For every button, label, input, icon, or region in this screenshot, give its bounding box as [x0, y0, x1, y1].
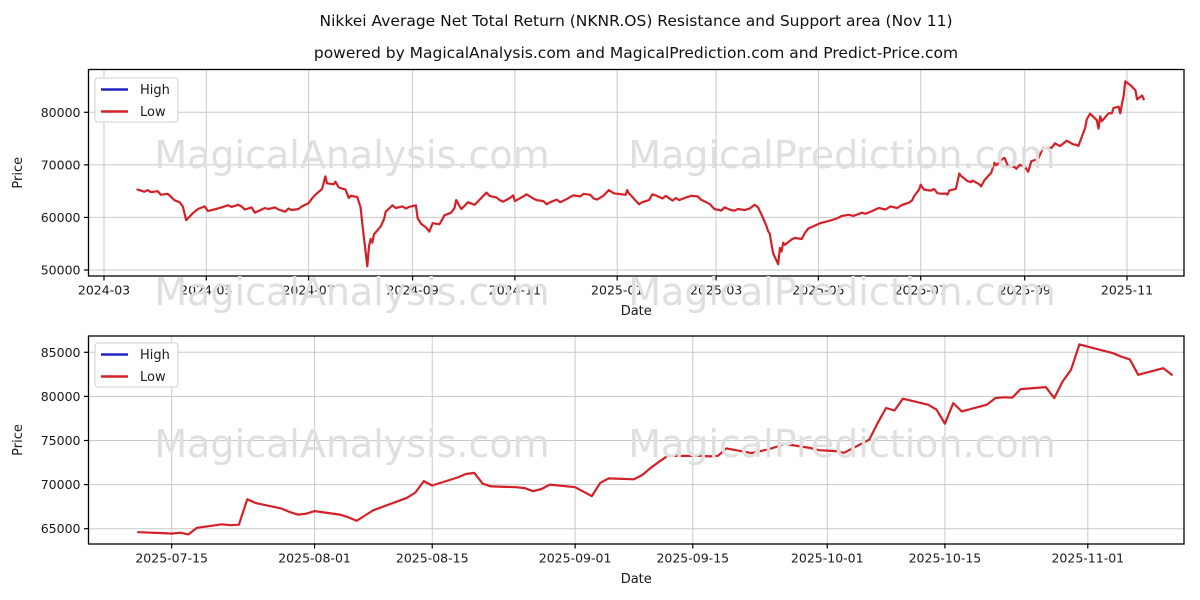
watermark-text: MagicalPrediction.com: [628, 422, 1056, 466]
x-tick-label: 2025-03: [690, 283, 742, 298]
y-tick-label: 50000: [41, 263, 81, 278]
y-tick-label: 75000: [41, 433, 81, 448]
watermark-text: MagicalAnalysis.com: [154, 422, 549, 466]
y-tick-label: 65000: [41, 521, 81, 536]
watermark-text: MagicalAnalysis.com: [154, 133, 549, 177]
chart-title: Nikkei Average Net Total Return (NKNR.OS…: [319, 12, 953, 30]
bottom-price-chart: 2025-07-15 2025-08-01 2025-08-15 2025-09-01…: [11, 335, 1185, 587]
legend-high-label: High: [140, 83, 170, 98]
top-price-chart: 2024-03 2024-05 2024-07 2024-09 2024-11 2025-…: [11, 68, 1185, 319]
x-tick-label: 2024-07: [282, 283, 334, 298]
x-tick-label: 2025-09: [999, 283, 1051, 298]
x-tick-label: 2025-10-15: [909, 551, 982, 566]
legend: High Low: [94, 77, 179, 123]
x-tick-label: 2024-03: [78, 283, 130, 298]
legend-high-label: High: [140, 348, 170, 363]
low-series-line: [137, 343, 1173, 536]
x-tick-label: 2025-05: [792, 283, 844, 298]
x-tick-label: 2025-11-01: [1051, 551, 1124, 566]
x-tick-label: 2025-01: [591, 283, 643, 298]
x-tick-label: 2025-09-01: [539, 551, 612, 566]
x-tick-label: 2025-07-15: [135, 551, 208, 566]
date-axis-label: Date: [621, 304, 652, 319]
y-tick-label: 70000: [41, 477, 81, 492]
x-tick-label: 2024-09: [386, 283, 438, 298]
y-tick-label: 80000: [41, 105, 81, 120]
x-tick-label: 2025-10-01: [791, 551, 864, 566]
date-axis-label: Date: [621, 572, 652, 587]
legend: High Low: [94, 342, 179, 388]
x-tick-label: 2025-09-15: [656, 551, 729, 566]
y-tick-label: 80000: [41, 389, 81, 404]
chart-subtitle: powered by MagicalAnalysis.com and Magic…: [313, 44, 959, 62]
price-axis-label: Price: [11, 157, 26, 189]
watermark-text: MagicalPrediction.com: [628, 270, 1056, 314]
x-tick-label: 2024-05: [180, 283, 232, 298]
y-tick-label: 85000: [41, 345, 81, 360]
plot-border: [87, 68, 1185, 277]
x-tick-label: 2025-08-01: [278, 551, 351, 566]
low-series-line: [136, 80, 1145, 268]
watermark-text: MagicalAnalysis.com: [154, 270, 549, 314]
watermark-text: MagicalPrediction.com: [628, 133, 1056, 177]
x-tick-label: 2025-11: [1101, 283, 1153, 298]
price-axis-label: Price: [11, 424, 26, 456]
x-tick-label: 2024-11: [489, 283, 541, 298]
x-tick-label: 2025-08-15: [396, 551, 469, 566]
legend-low-label: Low: [140, 105, 166, 120]
legend-low-label: Low: [140, 370, 166, 385]
y-tick-label: 60000: [41, 210, 81, 225]
y-tick-label: 70000: [41, 157, 81, 172]
x-tick-label: 2025-07: [895, 283, 947, 298]
